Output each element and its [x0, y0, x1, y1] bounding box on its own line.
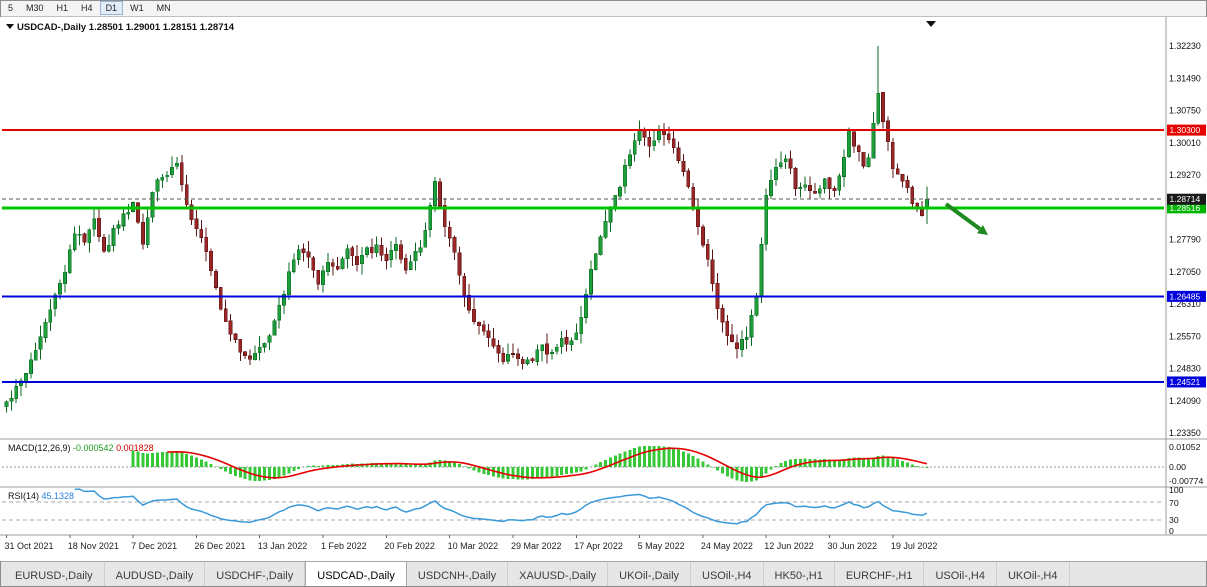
svg-text:18 Nov 2021: 18 Nov 2021	[68, 541, 119, 551]
svg-text:1.31490: 1.31490	[1169, 73, 1201, 83]
date-axis[interactable]: 31 Oct 2021 18 Nov 2021 7 Dec 2021 26 Dec 2…	[5, 535, 938, 551]
svg-text:1.24521: 1.24521	[1170, 377, 1201, 387]
svg-text:1.30300: 1.30300	[1170, 125, 1201, 135]
svg-text:100: 100	[1169, 485, 1184, 495]
resistance-red-price-tag: 1.30300	[1167, 124, 1206, 136]
period-button-d1[interactable]: D1	[99, 1, 124, 15]
svg-text:USDCAD-,Daily 1.28501 1.29001: USDCAD-,Daily 1.28501 1.29001 1.28151 1.…	[17, 22, 235, 33]
svg-text:26 Dec 2021: 26 Dec 2021	[194, 541, 245, 551]
sell-arrow-annotation[interactable]	[944, 202, 988, 235]
period-button-w1[interactable]: W1	[130, 3, 144, 13]
period-button-m30[interactable]: M30	[26, 3, 44, 13]
chart-tabs: EURUSD-,Daily AUDUSD-,Daily USDCHF-,Daily U…	[0, 561, 1207, 587]
svg-text:19 Jul 2022: 19 Jul 2022	[891, 541, 938, 551]
svg-text:1.28516: 1.28516	[1170, 203, 1201, 213]
support-green-price-tag: 1.28516	[1167, 202, 1206, 214]
svg-text:1.24830: 1.24830	[1169, 364, 1201, 374]
svg-text:31 Oct 2021: 31 Oct 2021	[5, 541, 54, 551]
tab-ukoil-daily[interactable]: UKOil-,Daily	[608, 562, 692, 587]
svg-text:1.29270: 1.29270	[1169, 170, 1201, 180]
svg-text:20 Feb 2022: 20 Feb 2022	[384, 541, 435, 551]
tab-usdcad-daily[interactable]: USDCAD-,Daily	[305, 562, 407, 587]
tab-audusd-daily[interactable]: AUDUSD-,Daily	[105, 562, 206, 587]
support-blue-upper-price-tag: 1.26485	[1167, 290, 1206, 302]
svg-text:17 Apr 2022: 17 Apr 2022	[574, 541, 623, 551]
macd-panel[interactable]: MACD(12,26,9) -0.000542 0.001828 0.01052 0…	[2, 442, 1203, 486]
price-chart[interactable]: 1.32230 1.31490 1.30750 1.30010 1.29270 1.285…	[0, 17, 1207, 561]
candles-layer[interactable]	[4, 46, 929, 413]
tab-usdcnh-daily[interactable]: USDCNH-,Daily	[407, 562, 509, 587]
svg-text:1.25570: 1.25570	[1169, 331, 1201, 341]
svg-text:7 Dec 2021: 7 Dec 2021	[131, 541, 177, 551]
svg-text:70: 70	[1169, 498, 1179, 508]
tab-eurusd-daily[interactable]: EURUSD-,Daily	[4, 562, 105, 587]
svg-text:5 May 2022: 5 May 2022	[638, 541, 685, 551]
svg-text:0.00: 0.00	[1169, 462, 1186, 472]
symbol-dropdown-icon[interactable]	[6, 24, 14, 29]
tab-usoil-h4[interactable]: USOil-,H4	[924, 562, 997, 587]
panel-separators	[0, 17, 1207, 536]
tab-usoil-h4[interactable]: USOil-,H4	[691, 562, 764, 587]
svg-text:13 Jan 2022: 13 Jan 2022	[258, 541, 308, 551]
tab-xauusd-daily[interactable]: XAUUSD-,Daily	[508, 562, 609, 587]
svg-text:1.30010: 1.30010	[1169, 138, 1201, 148]
svg-text:-0.00774: -0.00774	[1169, 476, 1203, 486]
period-button-h4[interactable]: H4	[81, 3, 93, 13]
svg-text:1.27050: 1.27050	[1169, 267, 1201, 277]
svg-text:1.28714: 1.28714	[1170, 194, 1201, 204]
support-blue-lower-price-tag: 1.24521	[1167, 376, 1206, 388]
bid-price-price-tag: 1.28714	[1167, 193, 1206, 205]
svg-text:24 May 2022: 24 May 2022	[701, 541, 753, 551]
svg-text:30 Jun 2022: 30 Jun 2022	[828, 541, 878, 551]
svg-text:1.27790: 1.27790	[1169, 235, 1201, 245]
period-button-h1[interactable]: H1	[56, 3, 69, 13]
chart-area: 1.32230 1.31490 1.30750 1.30010 1.29270 1.285…	[0, 17, 1207, 561]
svg-text:1.26310: 1.26310	[1169, 299, 1201, 309]
chart-title: USDCAD-,Daily 1.28501 1.29001 1.28151 1.…	[6, 22, 235, 33]
svg-text:1.23350: 1.23350	[1169, 428, 1201, 438]
period-button-5[interactable]: 5	[8, 3, 14, 13]
svg-text:MACD(12,26,9) -0.000542 0.0018: MACD(12,26,9) -0.000542 0.001828	[8, 443, 154, 453]
svg-text:1 Feb 2022: 1 Feb 2022	[321, 541, 367, 551]
svg-text:1.24090: 1.24090	[1169, 396, 1201, 406]
svg-text:RSI(14) 45.1328: RSI(14) 45.1328	[8, 491, 74, 501]
svg-text:29 Mar 2022: 29 Mar 2022	[511, 541, 562, 551]
svg-text:1.30750: 1.30750	[1169, 106, 1201, 116]
svg-text:0.01052: 0.01052	[1169, 442, 1201, 452]
tab-usdchf-daily[interactable]: USDCHF-,Daily	[205, 562, 306, 587]
chart-shift-marker-icon[interactable]	[926, 21, 936, 27]
svg-text:1.26485: 1.26485	[1170, 291, 1201, 301]
rsi-panel[interactable]: RSI(14) 45.1328 100 70 300	[2, 485, 1184, 536]
tab-eurchf-h1[interactable]: EURCHF-,H1	[835, 562, 925, 587]
svg-text:10 Mar 2022: 10 Mar 2022	[448, 541, 499, 551]
svg-text:1.32230: 1.32230	[1169, 41, 1201, 51]
tab-ukoil-h4[interactable]: UKOil-,H4	[997, 562, 1070, 587]
svg-text:30: 30	[1169, 515, 1179, 525]
svg-text:12 Jun 2022: 12 Jun 2022	[764, 541, 814, 551]
svg-text:0: 0	[1169, 526, 1174, 536]
timeframe-toolbar: 5 M30 H1 H4 D1 W1 MN	[0, 0, 1207, 17]
period-button-mn[interactable]: MN	[156, 3, 171, 13]
tab-hk50-h1[interactable]: HK50-,H1	[764, 562, 835, 587]
